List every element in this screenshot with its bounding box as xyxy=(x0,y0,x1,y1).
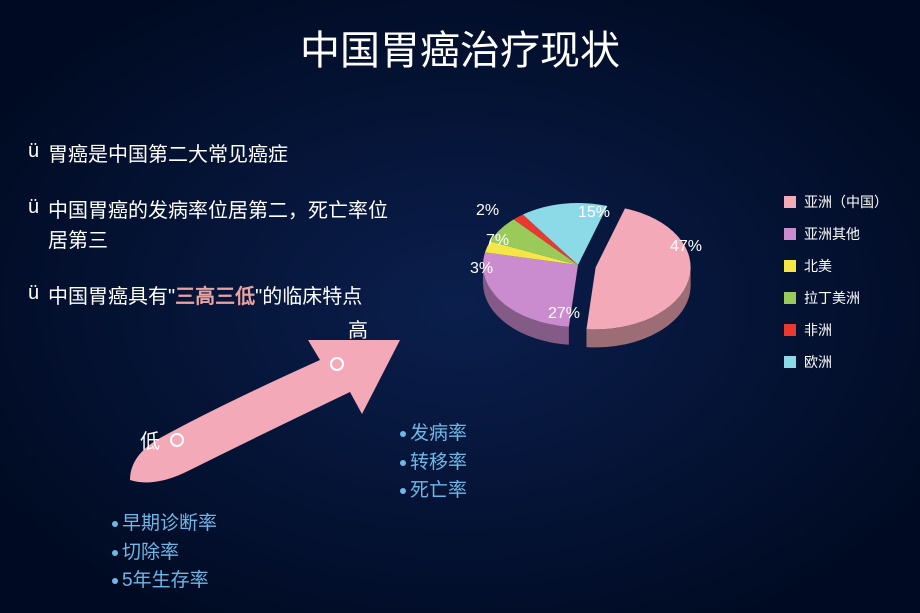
pie-pct-label: 2% xyxy=(476,202,499,220)
high-rates-list: 发病率转移率死亡率 xyxy=(400,420,467,506)
pie-pct-label: 15% xyxy=(578,204,610,222)
bullet-part: "的临床特点 xyxy=(255,286,362,308)
bullet-1: ü 中国胃癌的发病率位居第二，死亡率位居第三 xyxy=(28,196,388,256)
rate-item: 早期诊断率 xyxy=(112,510,217,539)
pie-pct-label: 3% xyxy=(470,260,493,278)
rate-item: 切除率 xyxy=(112,539,217,568)
legend-label: 北美 xyxy=(804,256,832,276)
pie-pct-label: 27% xyxy=(548,305,580,323)
rate-dot-icon xyxy=(400,460,406,466)
rate-item: 5年生存率 xyxy=(112,567,217,596)
legend-label: 非洲 xyxy=(804,320,832,340)
bullet-0: ü 胃癌是中国第二大常见癌症 xyxy=(28,140,388,170)
legend-label: 拉丁美洲 xyxy=(804,288,860,308)
rate-label: 死亡率 xyxy=(410,477,467,506)
pie-svg xyxy=(408,170,748,380)
pie-chart: 47% 27% 3% 7% 2% 15% xyxy=(408,170,748,380)
bullet-text: 中国胃癌具有"三高三低"的临床特点 xyxy=(48,282,362,312)
rate-item: 死亡率 xyxy=(400,477,467,506)
bullet-text: 中国胃癌的发病率位居第二，死亡率位居第三 xyxy=(48,196,388,256)
legend-item: 北美 xyxy=(784,256,888,276)
legend-swatch xyxy=(784,260,796,272)
arrow-shape xyxy=(130,340,400,482)
high-dot-icon xyxy=(330,357,344,371)
bullet-part: 中国胃癌具有" xyxy=(48,286,175,308)
bullet-block: ü 胃癌是中国第二大常见癌症 ü 中国胃癌的发病率位居第二，死亡率位居第三 ü … xyxy=(28,140,388,338)
rate-label: 5年生存率 xyxy=(122,567,209,596)
bullet-highlight: 三高三低 xyxy=(175,286,255,308)
rate-dot-icon xyxy=(400,488,406,494)
rate-dot-icon xyxy=(400,431,406,437)
bullet-marker: ü xyxy=(28,140,48,163)
legend-item: 欧洲 xyxy=(784,352,888,372)
legend-item: 亚洲（中国） xyxy=(784,192,888,212)
high-label: 高 xyxy=(348,314,368,343)
low-label: 低 xyxy=(140,425,160,454)
legend-swatch xyxy=(784,196,796,208)
rate-label: 发病率 xyxy=(410,420,467,449)
rate-dot-icon xyxy=(112,578,118,584)
rate-item: 发病率 xyxy=(400,420,467,449)
rate-dot-icon xyxy=(112,550,118,556)
rate-label: 转移率 xyxy=(410,449,467,478)
pie-pct-label: 47% xyxy=(670,238,702,256)
rate-item: 转移率 xyxy=(400,449,467,478)
slide: 中国胃癌治疗现状 ü 胃癌是中国第二大常见癌症 ü 中国胃癌的发病率位居第二，死… xyxy=(0,0,920,613)
bullet-text: 胃癌是中国第二大常见癌症 xyxy=(48,140,288,170)
rate-label: 早期诊断率 xyxy=(122,510,217,539)
legend-swatch xyxy=(784,292,796,304)
legend-label: 亚洲（中国） xyxy=(804,192,888,212)
legend: 亚洲（中国） 亚洲其他北美拉丁美洲非洲欧洲 xyxy=(784,192,888,384)
legend-label: 亚洲其他 xyxy=(804,224,860,244)
legend-swatch xyxy=(784,228,796,240)
legend-swatch xyxy=(784,356,796,368)
legend-swatch xyxy=(784,324,796,336)
legend-label: 欧洲 xyxy=(804,352,832,372)
bullet-2: ü 中国胃癌具有"三高三低"的临床特点 xyxy=(28,282,388,312)
page-title: 中国胃癌治疗现状 xyxy=(0,18,920,76)
legend-item: 亚洲其他 xyxy=(784,224,888,244)
low-rates-list: 早期诊断率切除率5年生存率 xyxy=(112,510,217,596)
bullet-marker: ü xyxy=(28,282,48,305)
rate-label: 切除率 xyxy=(122,539,179,568)
bullet-marker: ü xyxy=(28,196,48,219)
pie-pct-label: 7% xyxy=(486,232,509,250)
legend-item: 非洲 xyxy=(784,320,888,340)
low-dot-icon xyxy=(170,433,184,447)
rate-dot-icon xyxy=(112,521,118,527)
arrow-graphic: 低 高 xyxy=(100,310,450,540)
legend-item: 拉丁美洲 xyxy=(784,288,888,308)
